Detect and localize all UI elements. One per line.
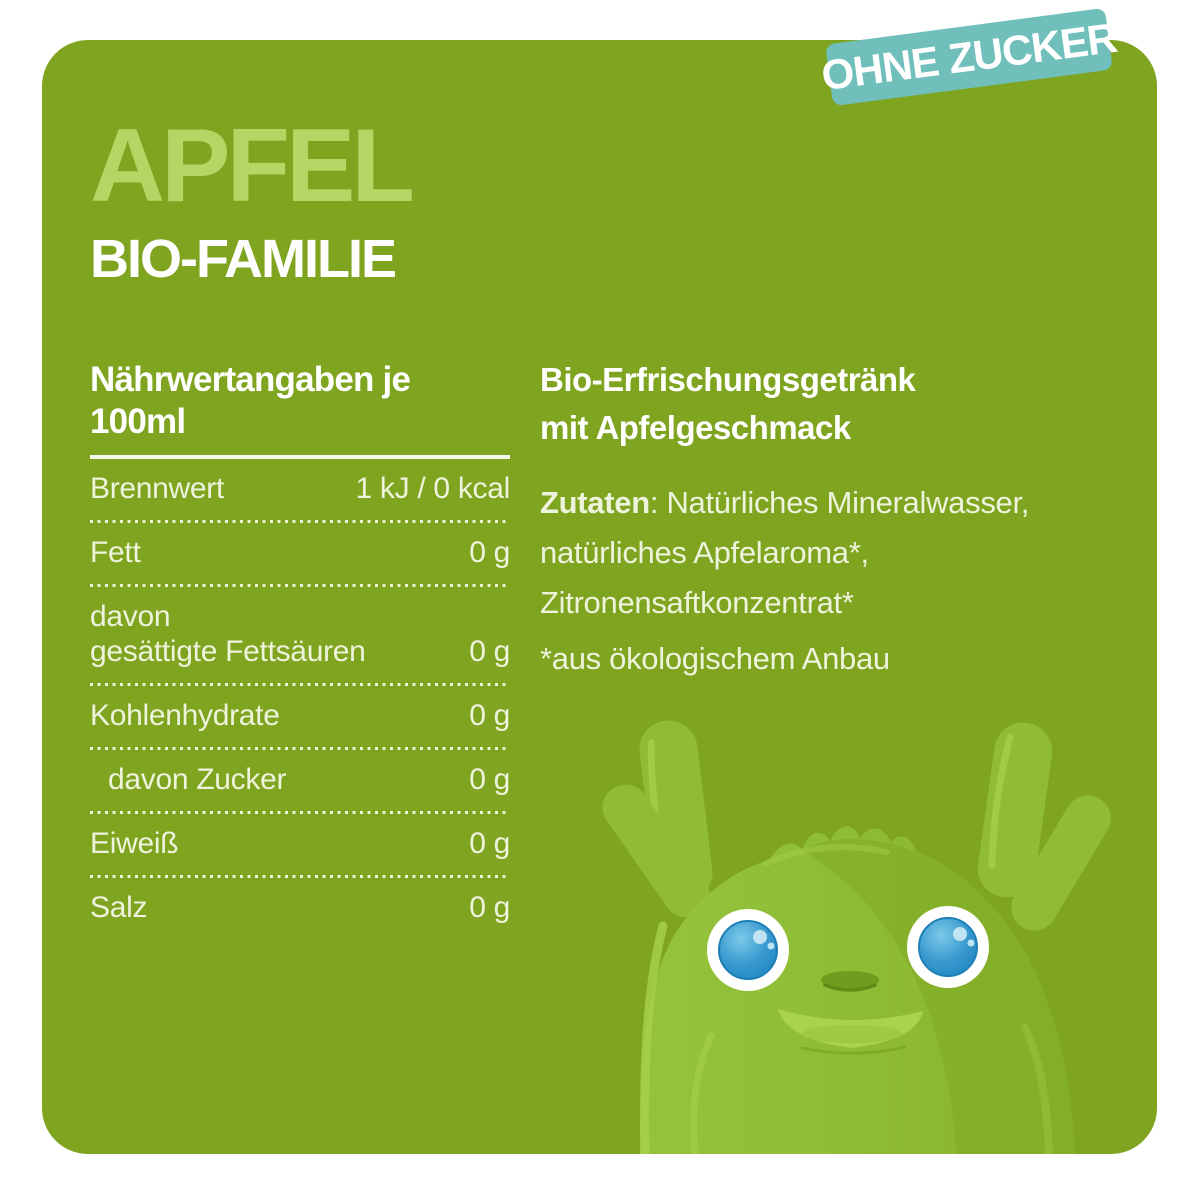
dotted-divider <box>90 746 510 750</box>
product-range: BIO-FAMILIE <box>90 229 397 289</box>
ingredients-label: Zutaten <box>540 484 650 520</box>
nutrition-heading: Nährwertangaben je 100ml <box>90 360 411 441</box>
nutrition-row-eiweiss: Eiweiß 0 g <box>90 814 510 875</box>
nutrition-row-salz: Salz 0 g <box>90 878 510 939</box>
organic-footnote: *aus ökologischem Anbau <box>540 641 890 677</box>
description-heading: Bio-Erfrischungsgetränk mit Apfelgeschma… <box>540 361 916 446</box>
nutrition-value: 0 g <box>469 634 510 668</box>
nutrition-heading-rule <box>90 455 510 459</box>
dotted-divider <box>90 520 510 524</box>
nutrition-label: davon gesättigte Fettsäuren <box>90 600 366 668</box>
nutrition-label: Fett <box>90 536 141 570</box>
nutrition-row-kohlenhydrate: Kohlenhydrate 0 g <box>90 686 510 747</box>
nutrition-label: Kohlenhydrate <box>90 698 280 732</box>
dotted-divider <box>90 682 510 686</box>
nutrition-row-brennwert: Brennwert 1 kJ / 0 kcal <box>90 459 510 520</box>
nutrition-value: 0 g <box>469 698 510 732</box>
mascot-fringe <box>802 838 1075 1154</box>
mascot-left-eye <box>707 909 789 991</box>
monster-mascot-illustration <box>602 720 1111 1154</box>
nutrition-value: 0 g <box>469 827 510 861</box>
mascot-fur-highlights <box>640 844 1053 1154</box>
nutrition-row-gesaettigte-fettsaeuren: davon gesättigte Fettsäuren 0 g <box>90 587 510 682</box>
nutrition-row-fett: Fett 0 g <box>90 523 510 584</box>
product-description: Bio-Erfrischungsgetränk mit Apfelgeschma… <box>540 356 1120 685</box>
mascot-mouth <box>778 1009 923 1055</box>
dotted-divider <box>90 875 510 879</box>
nutrition-label: Brennwert <box>90 472 225 505</box>
nutrition-value: 0 g <box>469 536 510 570</box>
nutrition-value: 0 g <box>469 891 510 925</box>
nutrition-row-davon-zucker: davon Zucker 0 g <box>90 750 510 811</box>
nutrition-table: Nährwertangaben je 100ml Brennwert 1 kJ … <box>90 359 510 940</box>
ingredients-text: Zutaten: Natürliches Mineralwasser, natü… <box>540 484 1030 621</box>
product-title-block: APFEL BIO-FAMILIE <box>90 108 415 289</box>
mascot-right-eye <box>907 906 989 988</box>
mascot-nose <box>821 971 879 992</box>
nutrition-label: Eiweiß <box>90 827 179 861</box>
mascot-ears <box>602 720 1111 931</box>
nutrition-label: davon Zucker <box>108 762 287 796</box>
product-name: APFEL <box>90 108 415 224</box>
nutrition-value: 1 kJ / 0 kcal <box>355 472 511 505</box>
nutrition-label: Salz <box>90 891 148 925</box>
nutrition-value: 0 g <box>469 762 510 796</box>
dotted-divider <box>90 584 510 588</box>
dotted-divider <box>90 811 510 815</box>
label-card: APFEL BIO-FAMILIE Nährwertangaben je 100… <box>42 40 1157 1154</box>
